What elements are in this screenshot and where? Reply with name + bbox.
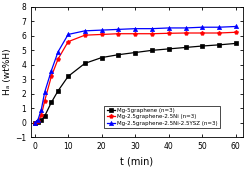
- Line: Mg-2.5graphene-2.5Ni-2.5YSZ (n=3): Mg-2.5graphene-2.5Ni-2.5YSZ (n=3): [32, 24, 238, 125]
- Line: Mg-2.5graphene-2.5Ni (n=3): Mg-2.5graphene-2.5Ni (n=3): [32, 30, 238, 125]
- Mg-5graphene (n=3): [234, 42, 237, 44]
- Mg-2.5graphene-2.5Ni-2.5YSZ (n=3): [36, 119, 39, 121]
- Mg-5graphene (n=3): [151, 49, 154, 51]
- Mg-2.5graphene-2.5Ni (n=3): [100, 33, 103, 36]
- Mg-2.5graphene-2.5Ni-2.5YSZ (n=3): [43, 91, 46, 93]
- Mg-2.5graphene-2.5Ni (n=3): [234, 31, 237, 33]
- Mg-5graphene (n=3): [117, 54, 120, 56]
- Mg-2.5graphene-2.5Ni (n=3): [50, 75, 53, 77]
- Mg-2.5graphene-2.5Ni (n=3): [33, 122, 36, 124]
- Mg-2.5graphene-2.5Ni (n=3): [117, 33, 120, 35]
- Mg-5graphene (n=3): [67, 75, 70, 77]
- Mg-2.5graphene-2.5Ni (n=3): [40, 114, 43, 116]
- Mg-2.5graphene-2.5Ni-2.5YSZ (n=3): [33, 122, 36, 124]
- Mg-2.5graphene-2.5Ni-2.5YSZ (n=3): [134, 28, 137, 30]
- Mg-2.5graphene-2.5Ni (n=3): [43, 100, 46, 102]
- Mg-2.5graphene-2.5Ni (n=3): [184, 32, 187, 34]
- Mg-2.5graphene-2.5Ni (n=3): [151, 33, 154, 35]
- Mg-2.5graphene-2.5Ni (n=3): [57, 58, 60, 60]
- Legend: Mg-5graphene (n=3), Mg-2.5graphene-2.5Ni (n=3), Mg-2.5graphene-2.5Ni-2.5YSZ (n=3: Mg-5graphene (n=3), Mg-2.5graphene-2.5Ni…: [104, 106, 220, 128]
- Mg-2.5graphene-2.5Ni-2.5YSZ (n=3): [117, 28, 120, 30]
- Mg-2.5graphene-2.5Ni (n=3): [134, 33, 137, 35]
- Mg-2.5graphene-2.5Ni (n=3): [67, 41, 70, 43]
- Mg-5graphene (n=3): [217, 44, 220, 46]
- Mg-2.5graphene-2.5Ni-2.5YSZ (n=3): [167, 27, 170, 29]
- Mg-5graphene (n=3): [134, 52, 137, 54]
- Mg-2.5graphene-2.5Ni-2.5YSZ (n=3): [100, 29, 103, 31]
- Mg-5graphene (n=3): [83, 62, 86, 64]
- Mg-2.5graphene-2.5Ni-2.5YSZ (n=3): [50, 70, 53, 72]
- Mg-5graphene (n=3): [201, 45, 204, 47]
- Mg-2.5graphene-2.5Ni-2.5YSZ (n=3): [40, 109, 43, 111]
- Mg-5graphene (n=3): [43, 115, 46, 117]
- Mg-5graphene (n=3): [33, 122, 36, 124]
- Mg-5graphene (n=3): [50, 101, 53, 103]
- Y-axis label: Hₐ (wt%H): Hₐ (wt%H): [3, 49, 13, 95]
- Mg-2.5graphene-2.5Ni-2.5YSZ (n=3): [234, 26, 237, 28]
- Mg-5graphene (n=3): [40, 120, 43, 122]
- Mg-5graphene (n=3): [57, 90, 60, 92]
- Mg-5graphene (n=3): [167, 48, 170, 50]
- Mg-2.5graphene-2.5Ni-2.5YSZ (n=3): [151, 28, 154, 30]
- Mg-2.5graphene-2.5Ni (n=3): [167, 32, 170, 34]
- X-axis label: t (min): t (min): [120, 157, 154, 167]
- Mg-5graphene (n=3): [184, 46, 187, 48]
- Mg-2.5graphene-2.5Ni-2.5YSZ (n=3): [67, 33, 70, 36]
- Line: Mg-5graphene (n=3): Mg-5graphene (n=3): [32, 41, 238, 125]
- Mg-2.5graphene-2.5Ni (n=3): [83, 34, 86, 36]
- Mg-5graphene (n=3): [100, 57, 103, 59]
- Mg-2.5graphene-2.5Ni-2.5YSZ (n=3): [83, 30, 86, 32]
- Mg-2.5graphene-2.5Ni (n=3): [36, 120, 39, 122]
- Mg-2.5graphene-2.5Ni (n=3): [201, 32, 204, 34]
- Mg-2.5graphene-2.5Ni-2.5YSZ (n=3): [217, 26, 220, 28]
- Mg-2.5graphene-2.5Ni (n=3): [217, 32, 220, 34]
- Mg-2.5graphene-2.5Ni-2.5YSZ (n=3): [201, 26, 204, 28]
- Mg-2.5graphene-2.5Ni-2.5YSZ (n=3): [184, 27, 187, 29]
- Mg-5graphene (n=3): [36, 121, 39, 123]
- Mg-2.5graphene-2.5Ni-2.5YSZ (n=3): [57, 51, 60, 53]
